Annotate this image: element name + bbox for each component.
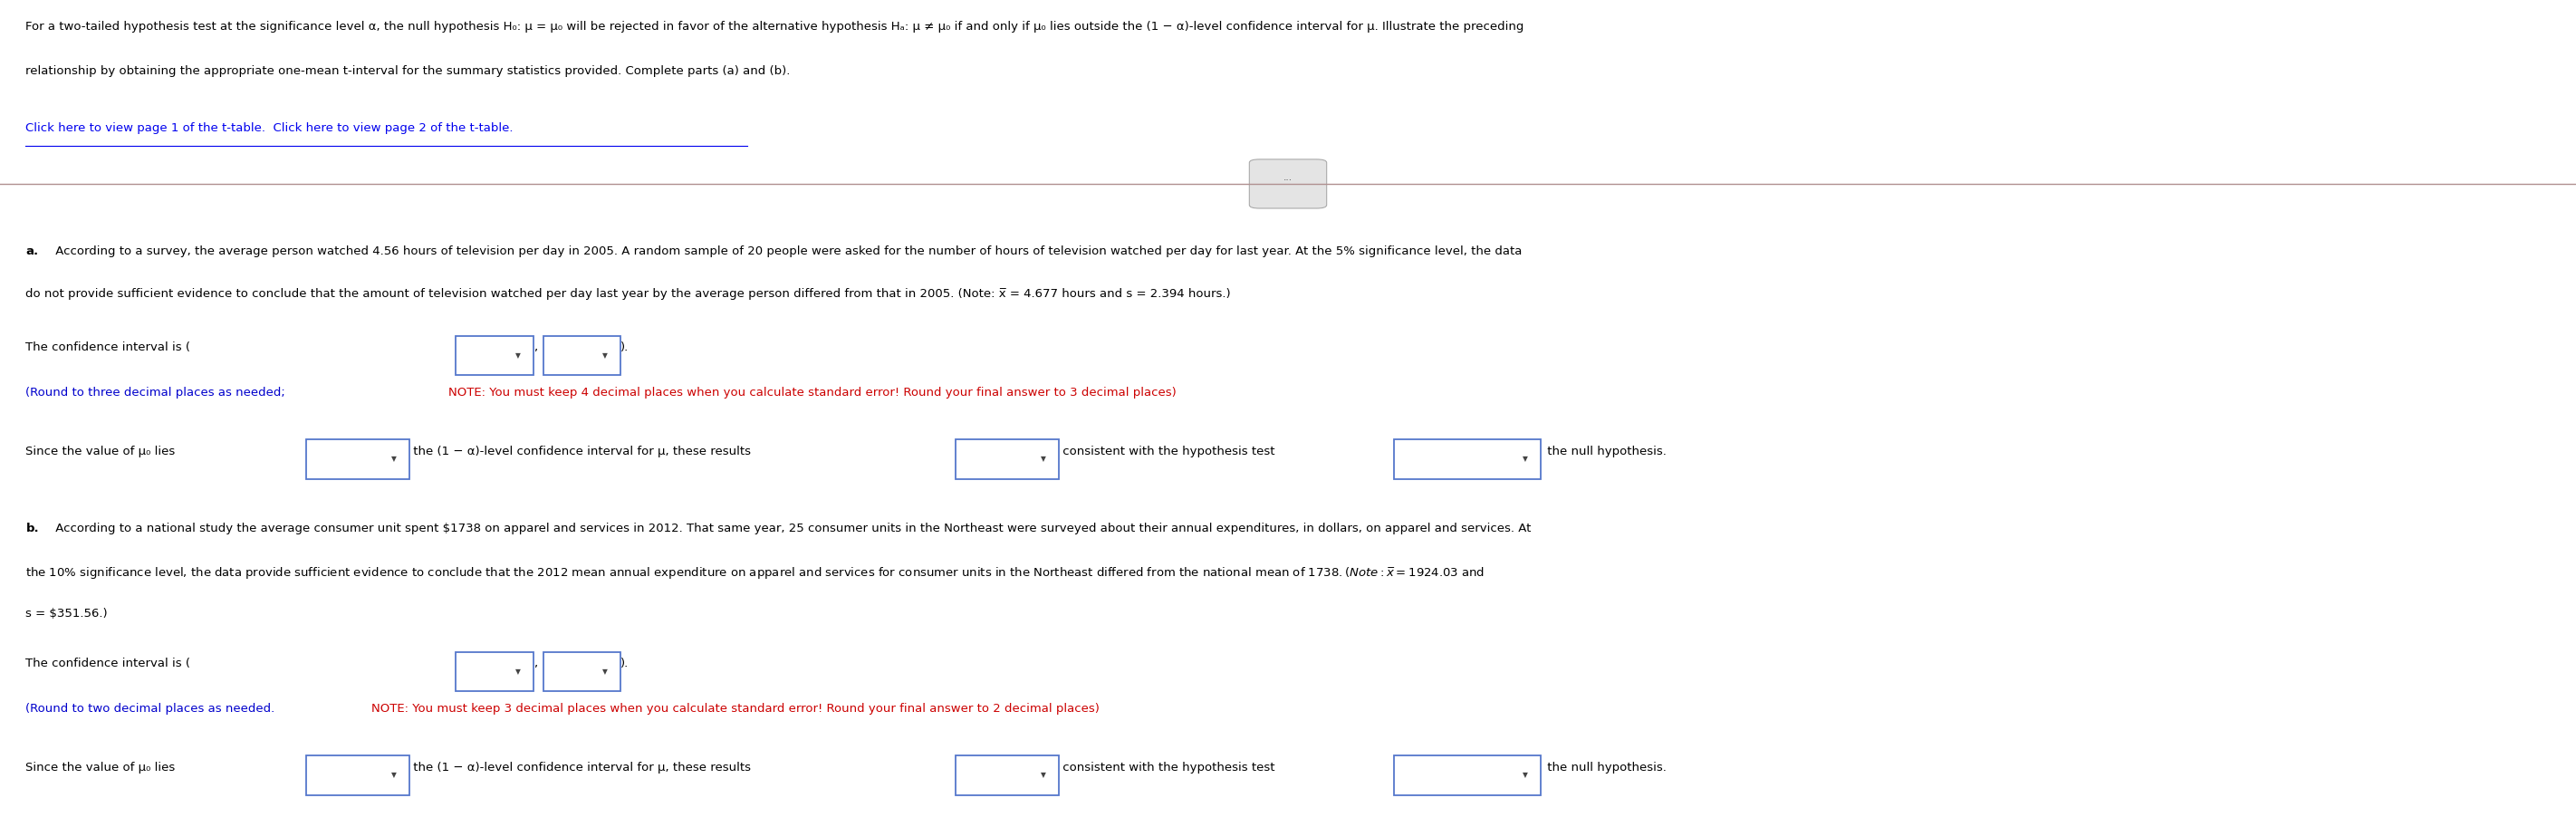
FancyBboxPatch shape — [956, 440, 1059, 479]
Text: (Round to three decimal places as needed;: (Round to three decimal places as needed… — [26, 386, 289, 398]
Text: The confidence interval is (: The confidence interval is ( — [26, 342, 191, 353]
Text: ).: ). — [621, 342, 629, 353]
FancyBboxPatch shape — [956, 756, 1059, 795]
Text: the (1 − α)-level confidence interval for μ, these results: the (1 − α)-level confidence interval fo… — [410, 445, 752, 457]
Text: the null hypothesis.: the null hypothesis. — [1543, 761, 1667, 773]
FancyBboxPatch shape — [544, 336, 621, 375]
Text: consistent with the hypothesis test: consistent with the hypothesis test — [1059, 445, 1275, 457]
Text: ).: ). — [621, 658, 629, 669]
FancyBboxPatch shape — [544, 652, 621, 691]
Text: NOTE: You must keep 4 decimal places when you calculate standard error! Round yo: NOTE: You must keep 4 decimal places whe… — [448, 386, 1177, 398]
FancyBboxPatch shape — [1249, 159, 1327, 208]
Text: ,: , — [533, 342, 536, 353]
Text: consistent with the hypothesis test: consistent with the hypothesis test — [1059, 761, 1275, 773]
Text: the 10% significance level, the data provide sufficient evidence to conclude tha: the 10% significance level, the data pro… — [26, 565, 1486, 581]
Text: ···: ··· — [1283, 176, 1293, 185]
FancyBboxPatch shape — [307, 756, 410, 795]
Text: the null hypothesis.: the null hypothesis. — [1543, 445, 1667, 457]
Text: ▼: ▼ — [603, 351, 608, 359]
Text: According to a survey, the average person watched 4.56 hours of television per d: According to a survey, the average perso… — [52, 245, 1522, 257]
Text: The confidence interval is (: The confidence interval is ( — [26, 658, 191, 669]
Text: s = $351.56.): s = $351.56.) — [26, 608, 108, 619]
Text: ▼: ▼ — [515, 351, 520, 359]
FancyBboxPatch shape — [456, 652, 533, 691]
Text: ▼: ▼ — [1522, 771, 1528, 779]
FancyBboxPatch shape — [1394, 756, 1540, 795]
FancyBboxPatch shape — [307, 440, 410, 479]
Text: Since the value of μ₀ lies: Since the value of μ₀ lies — [26, 445, 175, 457]
Text: ▼: ▼ — [603, 667, 608, 676]
Text: According to a national study the average consumer unit spent $1738 on apparel a: According to a national study the averag… — [52, 523, 1530, 534]
Text: NOTE: You must keep 3 decimal places when you calculate standard error! Round yo: NOTE: You must keep 3 decimal places whe… — [371, 703, 1100, 714]
Text: do not provide sufficient evidence to conclude that the amount of television wat: do not provide sufficient evidence to co… — [26, 288, 1231, 299]
Text: ▼: ▼ — [1041, 455, 1046, 463]
Text: the (1 − α)-level confidence interval for μ, these results: the (1 − α)-level confidence interval fo… — [410, 761, 752, 773]
Text: For a two-tailed hypothesis test at the significance level α, the null hypothesi: For a two-tailed hypothesis test at the … — [26, 20, 1525, 32]
Text: Click here to view page 1 of the t-table.  Click here to view page 2 of the t-ta: Click here to view page 1 of the t-table… — [26, 123, 513, 134]
Text: (Round to two decimal places as needed.: (Round to two decimal places as needed. — [26, 703, 278, 714]
FancyBboxPatch shape — [1394, 440, 1540, 479]
Text: b.: b. — [26, 523, 39, 534]
Text: ▼: ▼ — [1041, 771, 1046, 779]
Text: ▼: ▼ — [515, 667, 520, 676]
FancyBboxPatch shape — [456, 336, 533, 375]
Text: ▼: ▼ — [1522, 455, 1528, 463]
Text: a.: a. — [26, 245, 39, 257]
Text: Since the value of μ₀ lies: Since the value of μ₀ lies — [26, 761, 175, 773]
Text: ▼: ▼ — [392, 771, 397, 779]
Text: relationship by obtaining the appropriate one-mean t-interval for the summary st: relationship by obtaining the appropriat… — [26, 65, 791, 77]
Text: ▼: ▼ — [392, 455, 397, 463]
Text: ,: , — [533, 658, 536, 669]
